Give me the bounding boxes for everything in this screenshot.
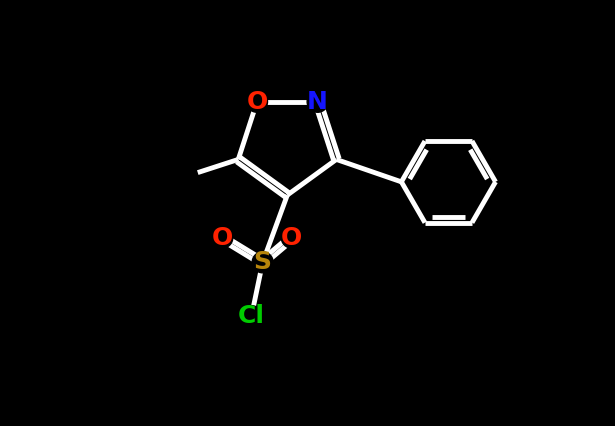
Circle shape (281, 227, 303, 248)
Circle shape (241, 305, 262, 327)
Text: N: N (308, 90, 328, 114)
Circle shape (212, 227, 233, 248)
Text: S: S (253, 250, 272, 274)
Text: O: O (247, 90, 268, 114)
Text: O: O (281, 226, 303, 250)
Circle shape (252, 252, 273, 273)
Text: Cl: Cl (238, 304, 265, 328)
Circle shape (307, 91, 328, 112)
Text: O: O (212, 226, 233, 250)
Circle shape (247, 91, 268, 112)
